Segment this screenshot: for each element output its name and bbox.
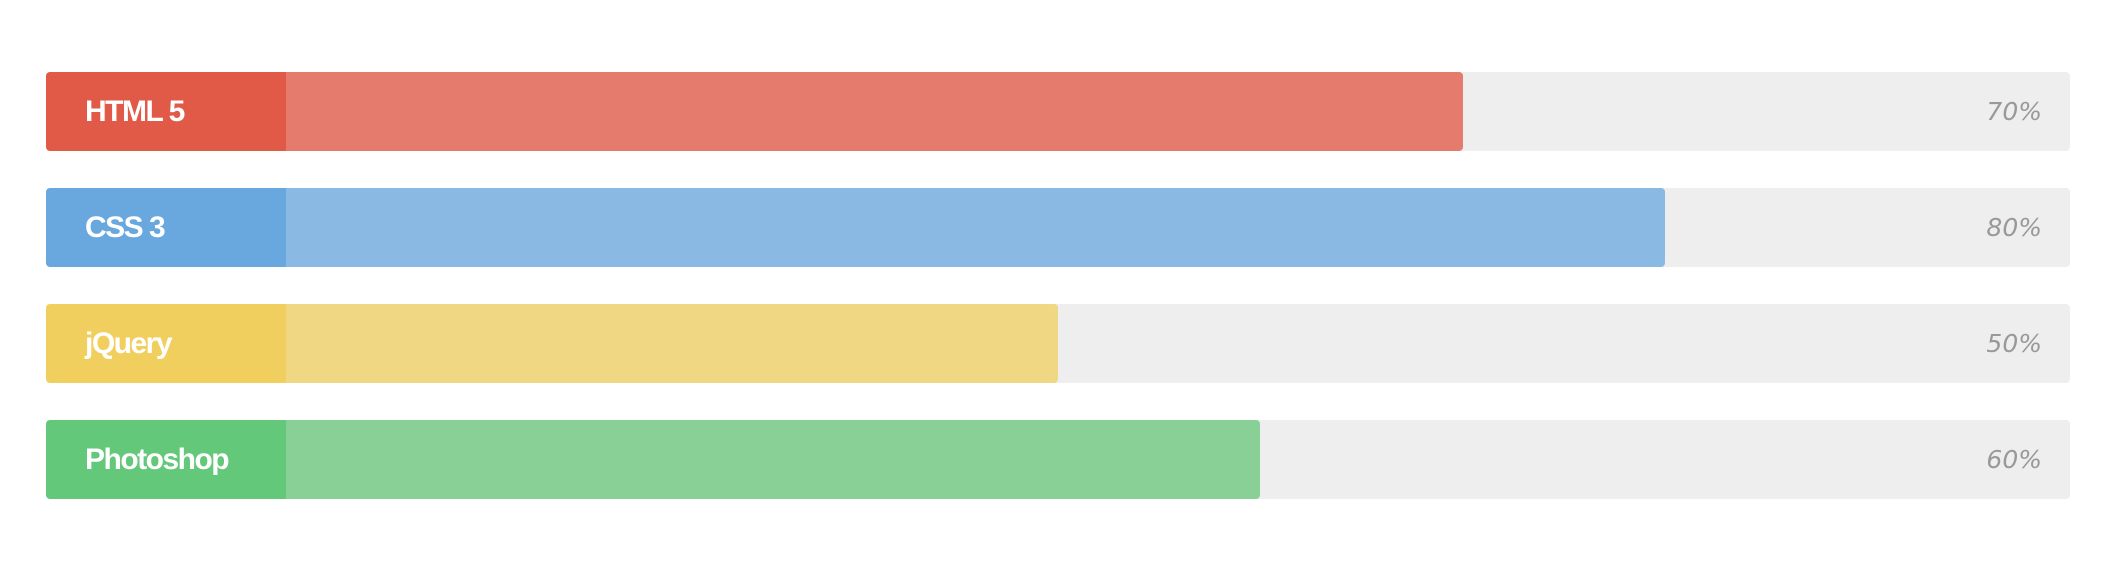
skill-label: CSS 3 (46, 188, 286, 267)
skill-bar-jquery: jQuery 50% (46, 304, 2070, 383)
skill-percent: 50% (1986, 329, 2042, 358)
skills-list: HTML 5 70% CSS 3 80% jQuery 50% Photosho… (46, 72, 2070, 536)
skill-percent: 80% (1986, 213, 2042, 242)
skill-percent: 60% (1986, 445, 2042, 474)
skill-label: HTML 5 (46, 72, 286, 151)
skill-bar-html5: HTML 5 70% (46, 72, 2070, 151)
skill-fill (46, 188, 1666, 267)
skill-percent: 70% (1986, 97, 2042, 126)
skill-bar-photoshop: Photoshop 60% (46, 420, 2070, 499)
skill-label: Photoshop (46, 420, 286, 499)
skill-bar-css3: CSS 3 80% (46, 188, 2070, 267)
skill-label: jQuery (46, 304, 286, 383)
